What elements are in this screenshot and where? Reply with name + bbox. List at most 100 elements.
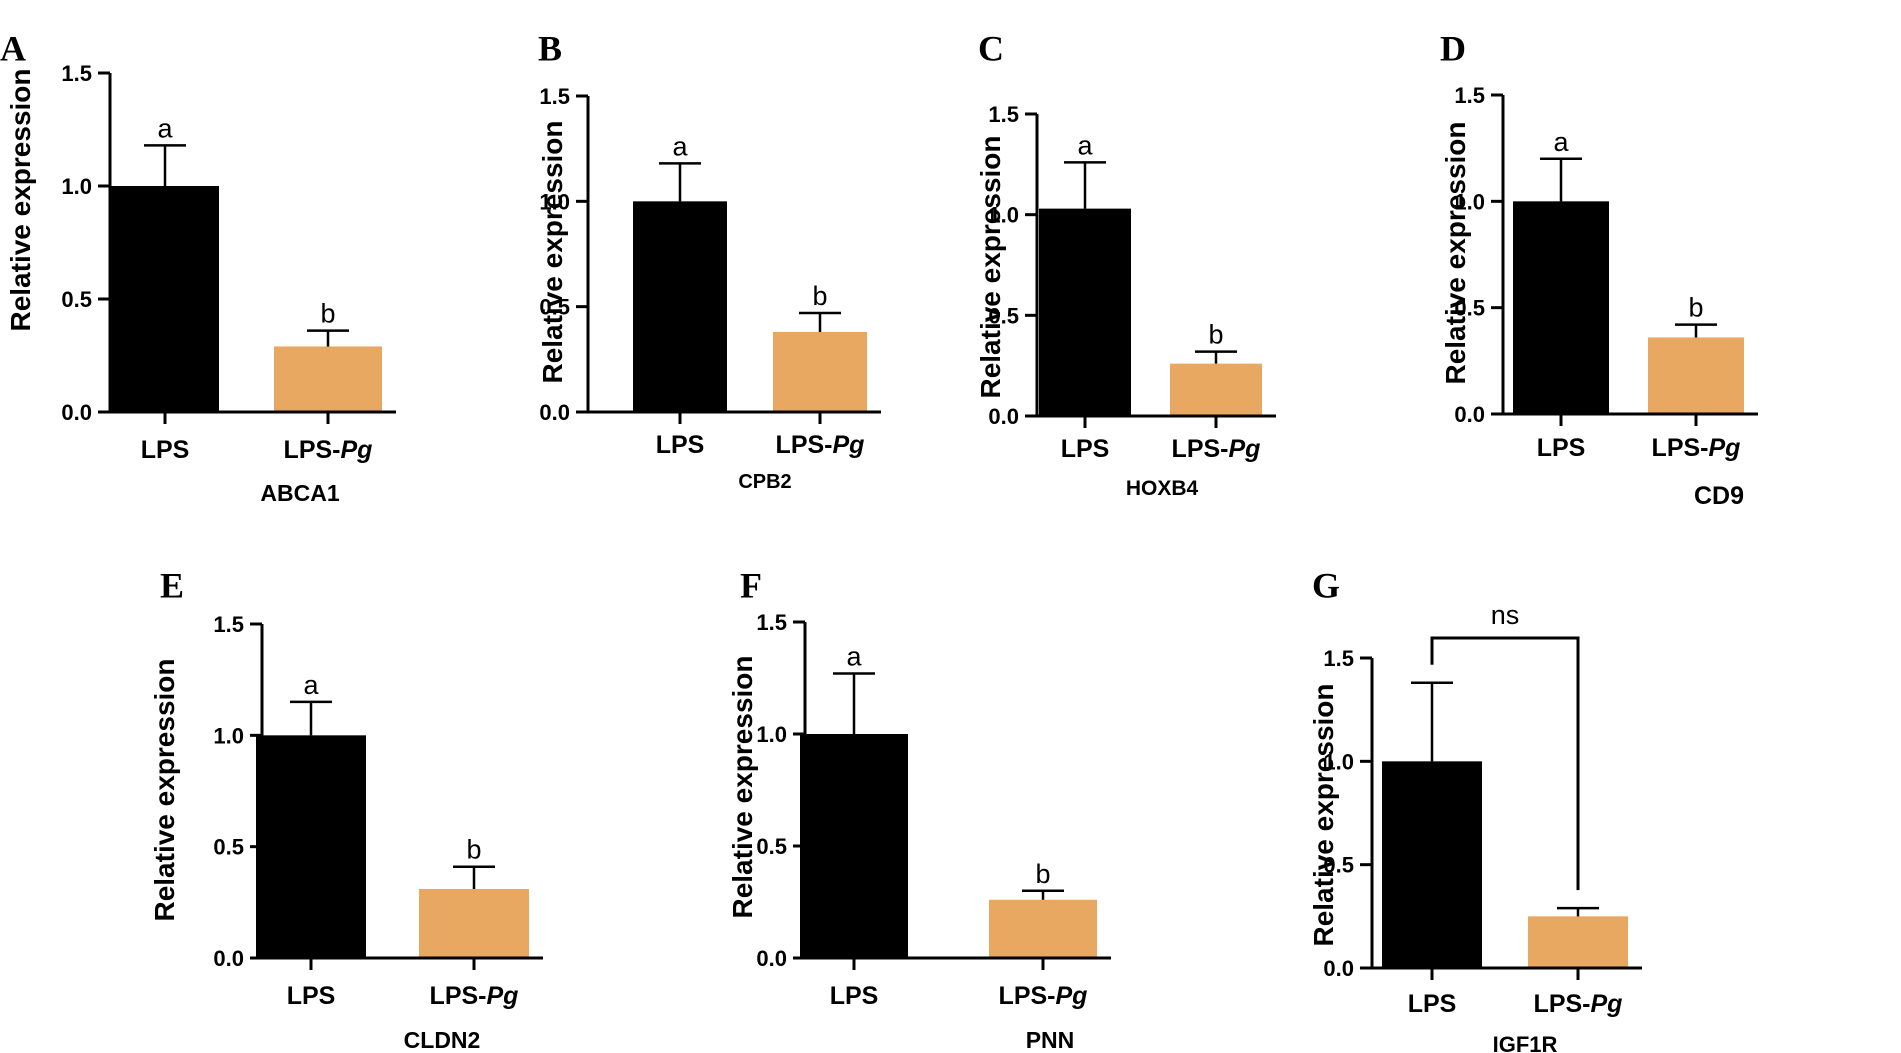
bar-lps: [111, 186, 219, 412]
y-tick-label: 1.5: [1454, 83, 1485, 108]
bar-lps-pg: [773, 331, 867, 412]
bar-lps: [256, 735, 366, 958]
category-label: LPS: [287, 982, 336, 1010]
y-tick-label: 0.0: [1454, 402, 1485, 427]
category-label: LPS: [1061, 435, 1110, 463]
significance-label: a: [1077, 130, 1093, 160]
y-tick-label: 1.5: [213, 612, 244, 637]
error-bar: [1411, 681, 1453, 762]
y-tick-label: 1.5: [1323, 646, 1354, 671]
y-tick-label: 0.0: [539, 400, 570, 425]
category-label: LPS-Pg: [1534, 990, 1623, 1018]
significance-label: a: [846, 642, 862, 672]
panel-letter: E: [160, 566, 184, 606]
category-label: LPS-Pg: [1652, 434, 1741, 462]
y-tick-label: 0.5: [1454, 296, 1485, 321]
y-tick-label: 1.0: [1454, 189, 1485, 214]
y-tick-label: 0.0: [61, 400, 92, 425]
category-label: LPS: [830, 982, 879, 1010]
error-bar: [659, 162, 701, 202]
significance-label: b: [1035, 859, 1050, 889]
chart-panel-b: B Relative expression a b LPS LPS-Pg CPB2 0.0 0.…: [537, 29, 881, 493]
chart-panel-g: G Relative expression LPS LPS-Pg IGF1R 0.0 0.5…: [1308, 566, 1642, 1053]
significance-label: b: [812, 281, 827, 311]
error-bar: [290, 700, 332, 736]
panel-letter: D: [1440, 29, 1466, 69]
y-tick-label: 0.0: [213, 946, 244, 971]
bar-lps-pg: [1528, 916, 1628, 968]
y-tick-label: 1.5: [61, 61, 92, 86]
gene-name: IGF1R: [1493, 1032, 1558, 1053]
comparison-label: ns: [1491, 600, 1520, 630]
y-axis-label: Relative expression: [149, 658, 180, 921]
significance-label: a: [672, 131, 688, 161]
y-tick-label: 1.0: [213, 723, 244, 748]
y-axis-label: Relative expression: [1440, 121, 1471, 384]
y-tick-label: 0.5: [1323, 853, 1354, 878]
category-label: LPS: [141, 436, 190, 464]
category-label: LPS-Pg: [776, 431, 865, 459]
category-label: LPS-Pg: [284, 436, 373, 464]
category-label: LPS-Pg: [430, 982, 519, 1010]
panel-letter: A: [0, 29, 26, 69]
y-tick-label: 0.5: [213, 835, 244, 860]
y-tick-label: 1.5: [539, 84, 570, 109]
category-label: LPS-Pg: [999, 982, 1088, 1010]
error-bar: [1675, 323, 1717, 338]
significance-label: a: [1553, 127, 1569, 157]
significance-label: b: [1208, 320, 1223, 350]
y-tick-label: 1.0: [1323, 749, 1354, 774]
error-bar: [1195, 350, 1237, 364]
error-bar: [453, 865, 495, 889]
y-tick-label: 0.0: [756, 946, 787, 971]
y-tick-label: 0.0: [988, 404, 1019, 429]
error-bar: [1064, 161, 1106, 209]
significance-label: a: [157, 113, 173, 143]
y-tick-label: 0.5: [756, 834, 787, 859]
y-tick-label: 1.0: [756, 722, 787, 747]
gene-name: HOXB4: [1126, 477, 1199, 500]
y-tick-label: 1.0: [539, 189, 570, 214]
significance-label: b: [466, 835, 481, 865]
significance-label: b: [1688, 293, 1703, 323]
error-bar: [833, 672, 875, 734]
error-bar: [1022, 889, 1064, 900]
panel-letter: F: [740, 566, 762, 606]
gene-name: ABCA1: [260, 480, 339, 506]
error-bar: [1557, 906, 1599, 917]
y-tick-label: 0.5: [61, 287, 92, 312]
chart-panel-c: C Relative expression a b LPS LPS-Pg HOXB4 0.0 0…: [975, 29, 1276, 500]
bar-lps: [633, 201, 727, 412]
chart-panel-e: E Relative expression a b LPS LPS-Pg CLDN2 0.0 0…: [149, 566, 543, 1053]
error-bar: [1540, 157, 1582, 202]
error-bar: [799, 311, 841, 332]
bar-lps-pg: [1170, 363, 1262, 416]
gene-name: CD9: [1694, 482, 1744, 510]
gene-name: PNN: [1026, 1027, 1075, 1053]
panel-letter: C: [978, 29, 1004, 69]
bar-lps-pg: [274, 346, 382, 412]
comparison-bracket: [1430, 636, 1580, 891]
y-axis-label: Relative expression: [975, 135, 1006, 398]
bar-lps-pg: [1648, 337, 1744, 414]
y-axis-label: Relative expression: [1308, 683, 1339, 946]
panel-letter: B: [538, 29, 562, 69]
panel-letter: G: [1312, 566, 1340, 606]
chart-panel-f: F Relative expression a b LPS LPS-Pg PNN 0.0 0.5…: [727, 566, 1111, 1053]
error-bar: [144, 144, 186, 186]
significance-label: b: [320, 299, 335, 329]
gene-name: CLDN2: [404, 1027, 481, 1053]
y-tick-label: 1.0: [61, 174, 92, 199]
y-tick-label: 0.5: [988, 303, 1019, 328]
y-tick-label: 0.0: [1323, 956, 1354, 981]
y-axis-label: Relative expression: [5, 68, 36, 331]
category-label: LPS: [656, 431, 705, 459]
y-axis-label: Relative expression: [537, 120, 568, 383]
category-label: LPS: [1408, 990, 1457, 1018]
category-label: LPS-Pg: [1172, 435, 1261, 463]
bar-lps-pg: [419, 888, 529, 958]
gene-name: CPB2: [738, 471, 791, 493]
category-label: LPS: [1537, 434, 1586, 462]
